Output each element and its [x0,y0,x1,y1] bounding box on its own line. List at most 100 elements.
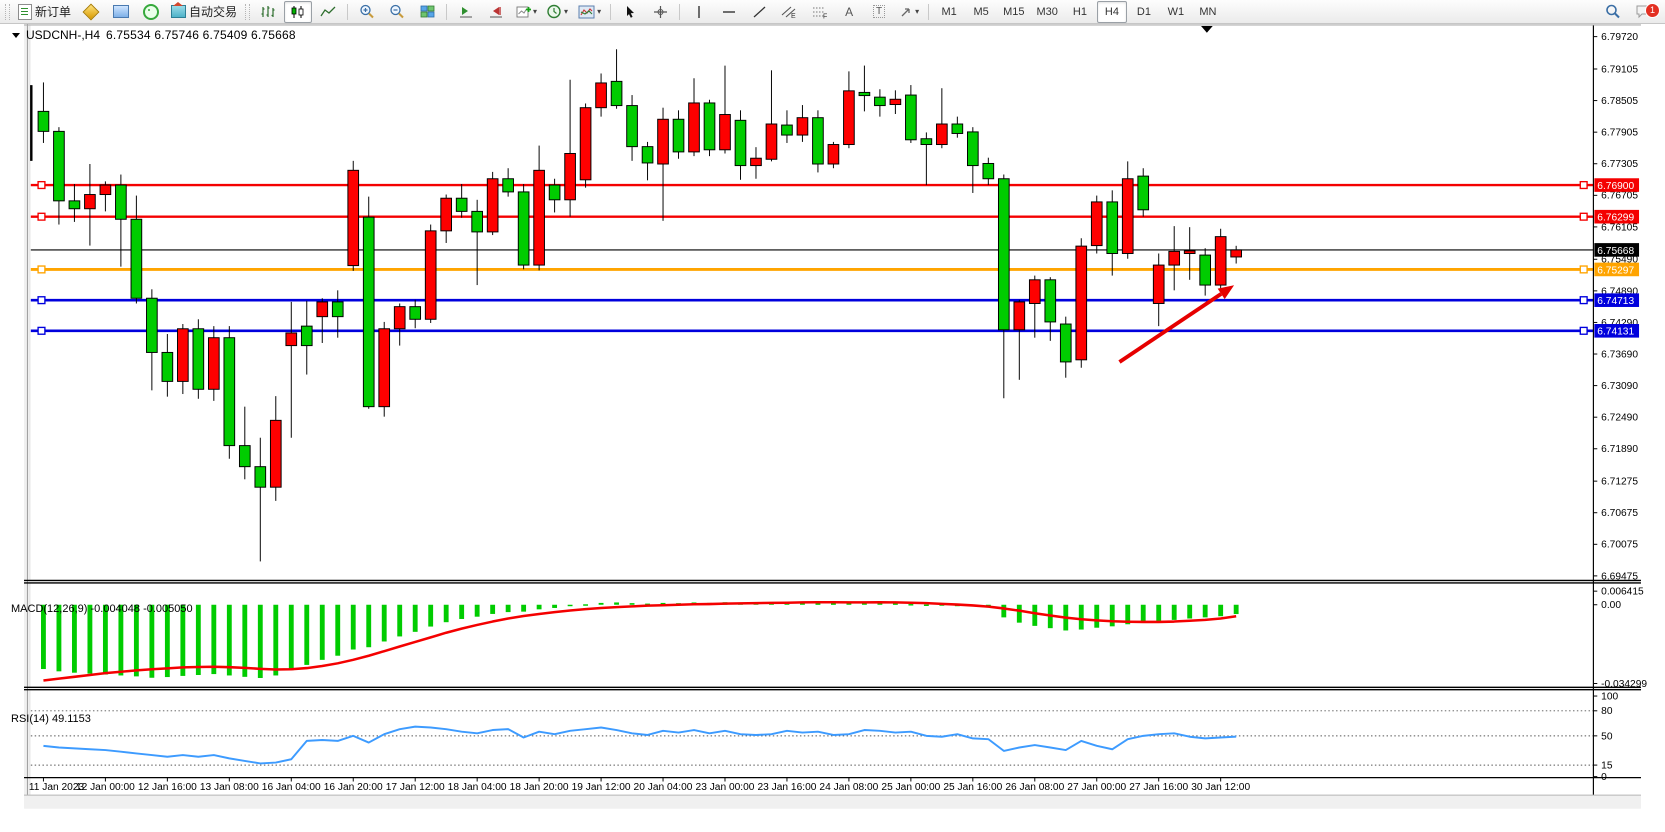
macd-histogram-bar [1001,604,1007,618]
timeframe-toolbar: M1 M5 M15 M30 H1 H4 D1 W1 MN [933,0,1224,23]
macd-histogram-bar [567,604,573,607]
timeframe-button-h4[interactable]: H4 [1096,0,1127,23]
candle [409,306,422,320]
macd-histogram-bar [257,604,263,678]
timeframe-button-m15[interactable]: M15 [1003,5,1025,18]
chart-menu-icon[interactable] [12,32,20,38]
auto-trading-button[interactable]: 自动交易 [167,1,241,23]
timeframe-button-m30[interactable]: M30 [1036,5,1058,18]
tile-windows-button[interactable] [413,1,441,23]
notifications-button[interactable]: 1 [1629,1,1660,23]
new-order-icon [18,3,32,20]
cursor-button[interactable] [616,1,644,23]
candle [471,210,483,233]
new-order-button[interactable]: 新订单 [14,1,75,23]
vertical-line-icon [698,5,700,18]
chevron-down-icon: ▾ [533,7,538,16]
macd-histogram-bar [87,604,93,674]
auto-scroll-button[interactable] [452,1,480,23]
timeframe-button-h1[interactable]: H1 [1072,5,1087,18]
time-axis-label: 16 Jan 20:00 [324,782,383,793]
macd-histogram-bar [892,603,898,605]
candle [53,130,65,202]
timeframe-button-mn[interactable]: MN [1199,5,1217,18]
chart-shift-icon [490,6,503,17]
candle [641,146,654,164]
candle [146,297,158,353]
line-handle [1579,296,1588,305]
trendline-button[interactable] [745,1,773,23]
periods-button[interactable]: ▾ [543,1,572,23]
line-handle [37,265,46,274]
macd-histogram-bar [521,604,527,612]
candlestick-chart-button[interactable] [284,0,313,23]
market-watch-button[interactable] [77,1,105,23]
candle [997,178,1010,331]
macd-histogram-bar [381,604,387,642]
price-tick-label: 6.69475 [1601,571,1638,582]
candle [440,197,453,232]
price-axis: 6.79720 6.79105 6.78505 6.77905 6.77305 6.767… [1593,32,1640,582]
toolbar-grip [245,3,251,20]
crosshair-button[interactable] [646,1,674,23]
new-order-label: 新订单 [35,5,72,19]
macd-histogram-bar [1218,604,1224,617]
templates-button[interactable]: ▾ [574,1,605,23]
trend-arrow-annotation [1118,292,1223,364]
candle [1121,178,1134,254]
vertical-line-button[interactable] [685,1,713,23]
chart-shift-button[interactable] [482,1,510,23]
line-chart-button[interactable] [314,1,342,23]
terminal-button[interactable] [107,1,135,23]
macd-axis: 0.006415 0.00 -0.034299 [1593,587,1647,690]
fibonacci-button[interactable]: F [805,1,833,23]
macd-histogram-bar [536,604,542,610]
price-chart-canvas[interactable]: 6.79720 6.79105 6.78505 6.77905 6.77305 6.767… [0,24,1665,832]
rsi-axis-label: 15 [1601,760,1613,771]
time-axis-label: 20 Jan 04:00 [634,782,693,793]
toolbar-separator [347,3,349,20]
time-axis-label: 12 Jan 16:00 [138,782,197,793]
macd-histogram-bar [614,602,619,605]
macd-histogram-bar [645,603,650,606]
candle [533,169,545,266]
timeframe-button-m5[interactable]: M5 [973,5,989,18]
timeframe-button-w1[interactable]: W1 [1167,5,1185,18]
chevron-down-icon: ▾ [597,7,602,16]
toolbar-separator [928,3,930,20]
macd-histogram-bar [226,604,232,676]
macd-histogram-bar [846,602,852,605]
search-button[interactable] [1599,1,1627,23]
chart-window[interactable]: 6.79720 6.79105 6.78505 6.77905 6.77305 6.767… [0,24,1665,832]
quote-high: 6.75746 [154,28,200,42]
macd-histogram-bar [1078,604,1084,630]
rsi-axis: 100 80 50 150 [1593,691,1618,783]
bar-chart-icon [261,5,275,17]
candle [455,197,468,212]
macd-histogram-bar [397,604,403,637]
price-line-badge-label: 6.76900 [1597,181,1634,192]
template-icon [578,5,595,18]
strategy-tester-button[interactable] [137,1,165,23]
text-label-button[interactable]: T [865,1,893,23]
equidistant-channel-button[interactable]: E [775,1,803,23]
bar-chart-button[interactable] [254,1,282,23]
candle [781,124,793,136]
zoom-out-button[interactable] [383,1,411,23]
macd-histogram-bar [800,602,805,605]
time-axis-label: 25 Jan 16:00 [943,782,1002,793]
zoom-in-button[interactable] [353,1,381,23]
rsi-name: RSI(14) [11,713,49,725]
candle [936,123,948,146]
new-chart-button[interactable]: ▾ [512,1,541,23]
timeframe-button-m1[interactable]: M1 [941,5,957,18]
line-chart-icon [320,6,336,16]
timeframe-button-d1[interactable]: D1 [1136,5,1151,18]
time-axis-label: 19 Jan 12:00 [572,782,631,793]
candle [719,114,731,151]
macd-axis-label: 0.006415 [1601,587,1644,598]
horizontal-line-button[interactable] [715,1,743,23]
arrows-button[interactable]: ▾ [895,1,923,23]
text-button[interactable]: A [835,1,863,23]
